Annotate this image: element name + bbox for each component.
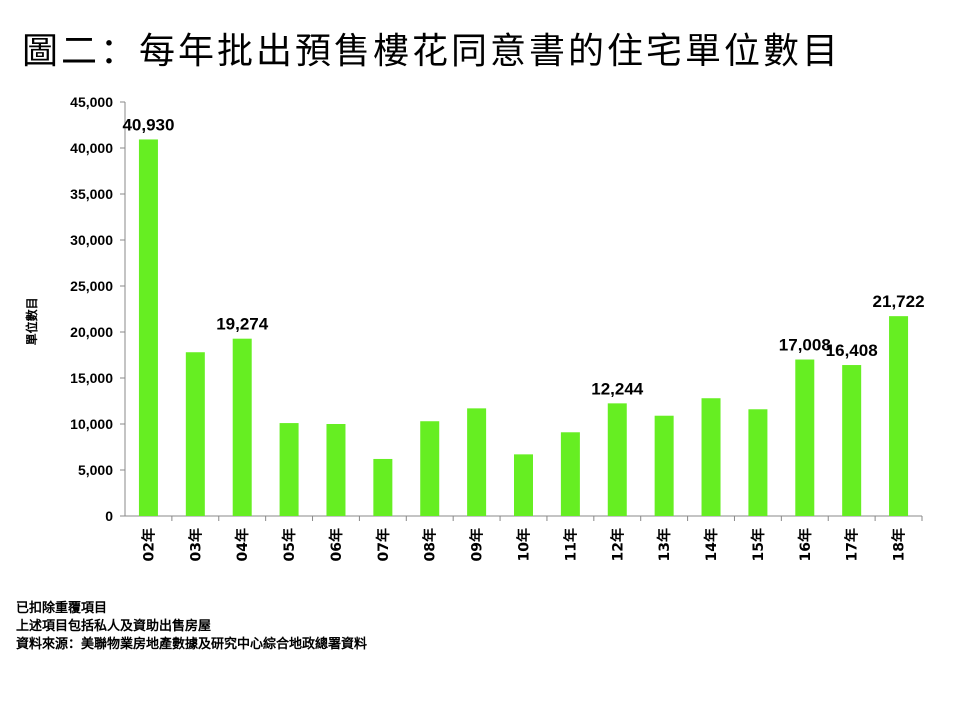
y-tick-label: 25,000	[70, 278, 113, 294]
x-tick-label: 10年	[516, 528, 533, 561]
data-label: 21,722	[873, 292, 925, 311]
x-tick-label: 03年	[187, 528, 204, 561]
footnote-deduplicated: 已扣除重覆項目	[16, 601, 108, 616]
x-tick-label: 02年	[140, 528, 157, 561]
x-tick-label: 08年	[422, 528, 439, 561]
bar-15年	[748, 409, 768, 516]
bar-13年	[654, 415, 674, 516]
bar-03年	[185, 352, 205, 516]
x-tick-label: 13年	[656, 528, 673, 561]
x-tick-label: 07年	[375, 528, 392, 561]
bar-10年	[514, 454, 533, 516]
bar-09年	[467, 408, 487, 516]
bar-12年	[607, 403, 627, 516]
data-label: 19,274	[216, 315, 269, 334]
y-axis-title: 單位數目	[24, 297, 39, 345]
x-tick-label: 12年	[609, 528, 626, 561]
y-tick-label: 5,000	[78, 462, 113, 478]
x-tick-label: 04年	[234, 528, 251, 561]
data-label: 40,930	[122, 115, 174, 134]
bar-07年	[373, 458, 393, 516]
x-tick-label: 11年	[562, 528, 579, 561]
x-tick-label: 17年	[844, 528, 861, 561]
bar-08年	[420, 421, 440, 516]
data-label: 12,244	[591, 379, 644, 398]
bar-chart: 0 5,000 10,000 15,000 20,000 25,000 30,000 35,0…	[24, 94, 925, 561]
x-tick-label: 14年	[703, 528, 720, 561]
y-tick-label: 10,000	[70, 416, 113, 432]
bar-18年	[889, 316, 909, 516]
chart-title: 圖二：每年批出預售樓花同意書的住宅單位數目	[22, 31, 842, 72]
bar-11年	[560, 432, 580, 516]
data-label: 17,008	[779, 336, 831, 355]
x-tick-label: 09年	[469, 528, 486, 561]
bar-16年	[795, 359, 815, 516]
chart-area: 0 5,000 10,000 15,000 20,000 25,000 30,000 35,0…	[0, 80, 960, 590]
y-tick-label: 35,000	[70, 186, 113, 202]
bar-05年	[279, 423, 299, 516]
y-tick-label: 20,000	[70, 324, 113, 340]
footnote-source: 資料來源：美聯物業房地產數據及研究中心綜合地政總署資料	[16, 637, 368, 652]
bar-04年	[232, 338, 252, 516]
bar-17年	[842, 365, 862, 516]
data-label: 16,408	[826, 341, 878, 360]
y-tick-label: 45,000	[70, 94, 113, 110]
x-tick-label: 18年	[891, 528, 908, 561]
bar-02年	[138, 139, 158, 516]
y-tick-label: 30,000	[70, 232, 113, 248]
footnotes: 已扣除重覆項目 上述項目包括私人及資助出售房屋 資料來源：美聯物業房地產數據及研…	[16, 600, 367, 654]
x-tick-label: 06年	[328, 528, 345, 561]
x-tick-label: 05年	[281, 528, 298, 561]
x-tick-label: 15年	[750, 528, 767, 561]
y-tick-label: 0	[105, 508, 113, 524]
bar-14年	[701, 398, 721, 516]
bar-06年	[326, 424, 346, 516]
y-tick-label: 15,000	[70, 370, 113, 386]
y-tick-label: 40,000	[70, 140, 113, 156]
x-tick-label: 16年	[797, 528, 814, 561]
footnote-scope: 上述項目包括私人及資助出售房屋	[16, 619, 212, 634]
